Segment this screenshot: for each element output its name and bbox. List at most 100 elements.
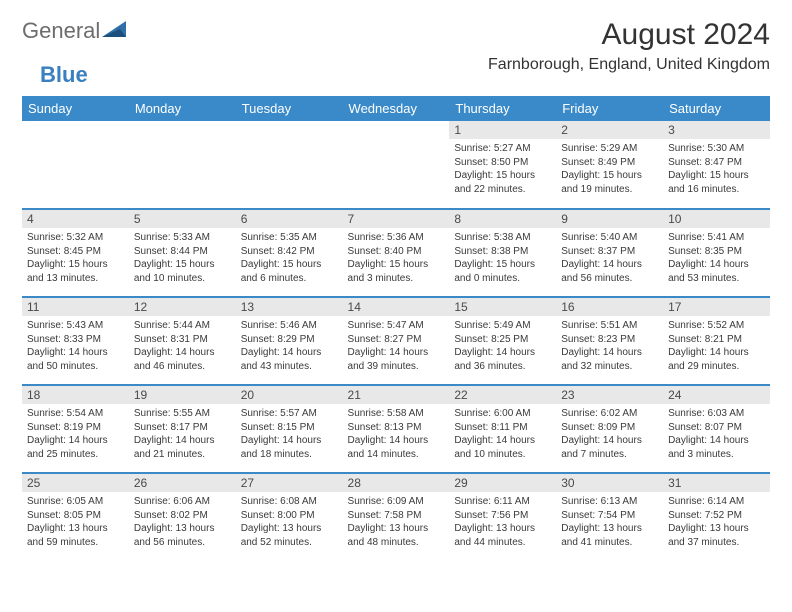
day-number: 12 (129, 298, 236, 316)
calendar-week-row: 4Sunrise: 5:32 AMSunset: 8:45 PMDaylight… (22, 209, 770, 297)
day-details: Sunrise: 6:08 AMSunset: 8:00 PMDaylight:… (236, 492, 343, 554)
calendar-day-cell: 23Sunrise: 6:02 AMSunset: 8:09 PMDayligh… (556, 385, 663, 473)
day-details: Sunrise: 5:32 AMSunset: 8:45 PMDaylight:… (22, 228, 129, 290)
calendar-day-cell: 13Sunrise: 5:46 AMSunset: 8:29 PMDayligh… (236, 297, 343, 385)
day-number: 19 (129, 386, 236, 404)
day-number: 23 (556, 386, 663, 404)
day-number: 3 (663, 121, 770, 139)
location: Farnborough, England, United Kingdom (488, 56, 770, 74)
calendar-day-cell: 9Sunrise: 5:40 AMSunset: 8:37 PMDaylight… (556, 209, 663, 297)
day-details: Sunrise: 5:58 AMSunset: 8:13 PMDaylight:… (343, 404, 450, 466)
day-number: 21 (343, 386, 450, 404)
day-details: Sunrise: 5:47 AMSunset: 8:27 PMDaylight:… (343, 316, 450, 378)
day-details: Sunrise: 5:57 AMSunset: 8:15 PMDaylight:… (236, 404, 343, 466)
calendar-day-cell: 12Sunrise: 5:44 AMSunset: 8:31 PMDayligh… (129, 297, 236, 385)
day-details: Sunrise: 6:00 AMSunset: 8:11 PMDaylight:… (449, 404, 556, 466)
day-number: 2 (556, 121, 663, 139)
calendar-day-cell: 4Sunrise: 5:32 AMSunset: 8:45 PMDaylight… (22, 209, 129, 297)
calendar-day-cell: 18Sunrise: 5:54 AMSunset: 8:19 PMDayligh… (22, 385, 129, 473)
weekday-header: Tuesday (236, 96, 343, 121)
calendar-day-cell: 2Sunrise: 5:29 AMSunset: 8:49 PMDaylight… (556, 121, 663, 209)
calendar-day-cell: 5Sunrise: 5:33 AMSunset: 8:44 PMDaylight… (129, 209, 236, 297)
calendar-day-cell: 31Sunrise: 6:14 AMSunset: 7:52 PMDayligh… (663, 473, 770, 561)
day-details: Sunrise: 5:38 AMSunset: 8:38 PMDaylight:… (449, 228, 556, 290)
calendar-body: 1Sunrise: 5:27 AMSunset: 8:50 PMDaylight… (22, 121, 770, 561)
calendar-day-cell: 21Sunrise: 5:58 AMSunset: 8:13 PMDayligh… (343, 385, 450, 473)
logo-triangle-icon (102, 19, 128, 44)
day-number: 20 (236, 386, 343, 404)
day-details: Sunrise: 6:05 AMSunset: 8:05 PMDaylight:… (22, 492, 129, 554)
day-number: 1 (449, 121, 556, 139)
day-number: 5 (129, 210, 236, 228)
calendar-day-cell: 24Sunrise: 6:03 AMSunset: 8:07 PMDayligh… (663, 385, 770, 473)
day-number: 16 (556, 298, 663, 316)
logo-text-blue: Blue (40, 62, 88, 88)
day-number: 14 (343, 298, 450, 316)
day-number: 17 (663, 298, 770, 316)
calendar-day-cell (129, 121, 236, 209)
calendar-week-row: 18Sunrise: 5:54 AMSunset: 8:19 PMDayligh… (22, 385, 770, 473)
day-details: Sunrise: 5:36 AMSunset: 8:40 PMDaylight:… (343, 228, 450, 290)
title-block: August 2024 Farnborough, England, United… (488, 18, 770, 74)
day-number: 22 (449, 386, 556, 404)
calendar-week-row: 25Sunrise: 6:05 AMSunset: 8:05 PMDayligh… (22, 473, 770, 561)
calendar-page: General August 2024 Farnborough, England… (0, 0, 792, 579)
day-number: 29 (449, 474, 556, 492)
day-details: Sunrise: 6:13 AMSunset: 7:54 PMDaylight:… (556, 492, 663, 554)
day-details: Sunrise: 5:30 AMSunset: 8:47 PMDaylight:… (663, 139, 770, 201)
day-details: Sunrise: 6:06 AMSunset: 8:02 PMDaylight:… (129, 492, 236, 554)
day-details: Sunrise: 5:33 AMSunset: 8:44 PMDaylight:… (129, 228, 236, 290)
calendar-day-cell: 14Sunrise: 5:47 AMSunset: 8:27 PMDayligh… (343, 297, 450, 385)
day-number: 9 (556, 210, 663, 228)
day-details: Sunrise: 5:29 AMSunset: 8:49 PMDaylight:… (556, 139, 663, 201)
day-number: 6 (236, 210, 343, 228)
day-number: 25 (22, 474, 129, 492)
day-number: 31 (663, 474, 770, 492)
calendar-day-cell: 1Sunrise: 5:27 AMSunset: 8:50 PMDaylight… (449, 121, 556, 209)
weekday-header: Saturday (663, 96, 770, 121)
calendar-day-cell: 3Sunrise: 5:30 AMSunset: 8:47 PMDaylight… (663, 121, 770, 209)
calendar-day-cell: 8Sunrise: 5:38 AMSunset: 8:38 PMDaylight… (449, 209, 556, 297)
month-title: August 2024 (488, 18, 770, 52)
logo: General (22, 18, 130, 44)
day-details: Sunrise: 5:44 AMSunset: 8:31 PMDaylight:… (129, 316, 236, 378)
calendar-day-cell: 6Sunrise: 5:35 AMSunset: 8:42 PMDaylight… (236, 209, 343, 297)
calendar-day-cell (343, 121, 450, 209)
day-details: Sunrise: 5:51 AMSunset: 8:23 PMDaylight:… (556, 316, 663, 378)
calendar-day-cell: 7Sunrise: 5:36 AMSunset: 8:40 PMDaylight… (343, 209, 450, 297)
day-details: Sunrise: 6:09 AMSunset: 7:58 PMDaylight:… (343, 492, 450, 554)
calendar-day-cell: 28Sunrise: 6:09 AMSunset: 7:58 PMDayligh… (343, 473, 450, 561)
calendar-day-cell: 29Sunrise: 6:11 AMSunset: 7:56 PMDayligh… (449, 473, 556, 561)
day-number: 13 (236, 298, 343, 316)
day-details: Sunrise: 5:55 AMSunset: 8:17 PMDaylight:… (129, 404, 236, 466)
calendar-week-row: 1Sunrise: 5:27 AMSunset: 8:50 PMDaylight… (22, 121, 770, 209)
logo-text-general: General (22, 18, 100, 44)
calendar-day-cell: 17Sunrise: 5:52 AMSunset: 8:21 PMDayligh… (663, 297, 770, 385)
day-number: 15 (449, 298, 556, 316)
day-details: Sunrise: 5:35 AMSunset: 8:42 PMDaylight:… (236, 228, 343, 290)
calendar-day-cell (236, 121, 343, 209)
calendar-week-row: 11Sunrise: 5:43 AMSunset: 8:33 PMDayligh… (22, 297, 770, 385)
calendar-day-cell: 22Sunrise: 6:00 AMSunset: 8:11 PMDayligh… (449, 385, 556, 473)
day-details: Sunrise: 5:27 AMSunset: 8:50 PMDaylight:… (449, 139, 556, 201)
day-number: 4 (22, 210, 129, 228)
day-number: 24 (663, 386, 770, 404)
day-details: Sunrise: 6:11 AMSunset: 7:56 PMDaylight:… (449, 492, 556, 554)
day-number: 18 (22, 386, 129, 404)
day-details: Sunrise: 6:03 AMSunset: 8:07 PMDaylight:… (663, 404, 770, 466)
weekday-header: Sunday (22, 96, 129, 121)
day-number: 11 (22, 298, 129, 316)
day-details: Sunrise: 6:14 AMSunset: 7:52 PMDaylight:… (663, 492, 770, 554)
day-details: Sunrise: 5:41 AMSunset: 8:35 PMDaylight:… (663, 228, 770, 290)
calendar-day-cell: 20Sunrise: 5:57 AMSunset: 8:15 PMDayligh… (236, 385, 343, 473)
day-details: Sunrise: 5:54 AMSunset: 8:19 PMDaylight:… (22, 404, 129, 466)
calendar-day-cell: 26Sunrise: 6:06 AMSunset: 8:02 PMDayligh… (129, 473, 236, 561)
day-number: 30 (556, 474, 663, 492)
weekday-header: Friday (556, 96, 663, 121)
day-number: 10 (663, 210, 770, 228)
calendar-table: SundayMondayTuesdayWednesdayThursdayFrid… (22, 96, 770, 561)
day-number: 27 (236, 474, 343, 492)
day-details: Sunrise: 5:40 AMSunset: 8:37 PMDaylight:… (556, 228, 663, 290)
calendar-day-cell: 10Sunrise: 5:41 AMSunset: 8:35 PMDayligh… (663, 209, 770, 297)
calendar-day-cell: 15Sunrise: 5:49 AMSunset: 8:25 PMDayligh… (449, 297, 556, 385)
